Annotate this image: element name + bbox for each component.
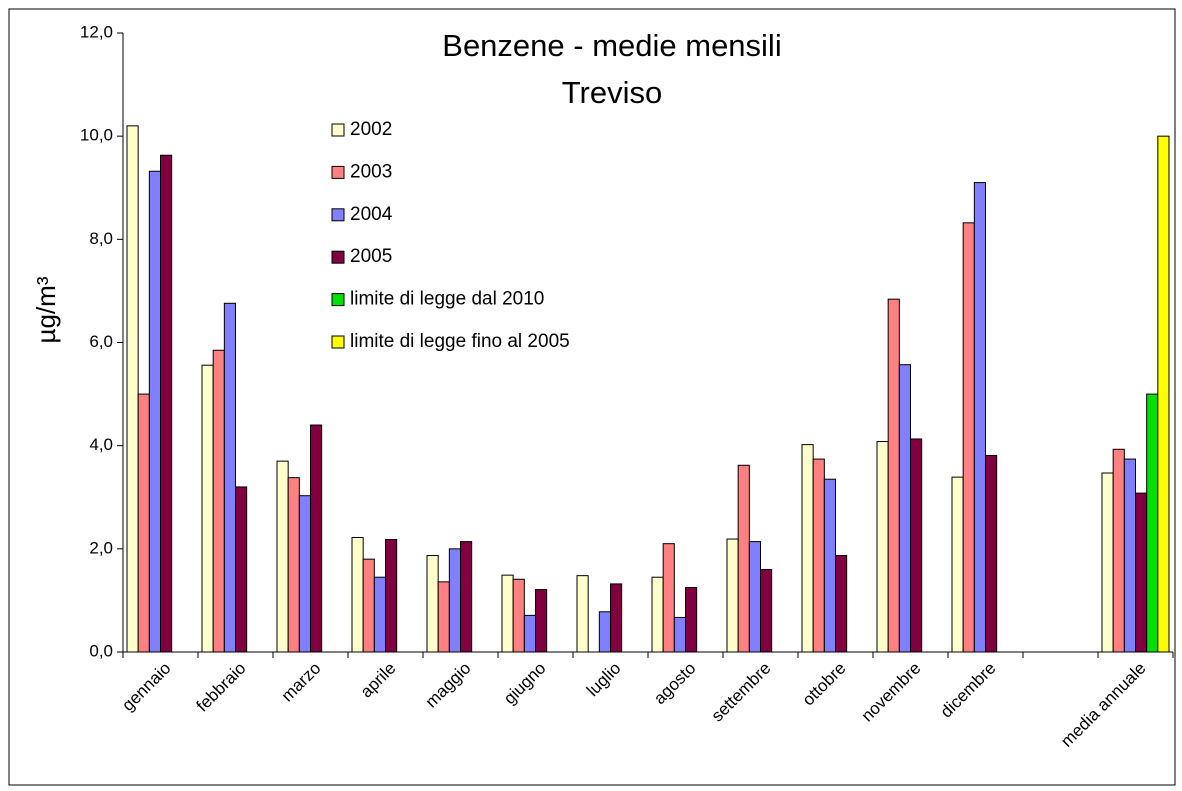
bar <box>1101 472 1114 653</box>
bar <box>910 438 923 653</box>
bar <box>373 576 387 653</box>
y-tick-label: 0,0 <box>89 641 113 660</box>
bar <box>535 589 548 653</box>
bar <box>1123 458 1137 653</box>
chart-title: Benzene - medie mensili <box>442 28 781 63</box>
bar <box>835 555 848 653</box>
bar <box>662 543 675 653</box>
bar <box>1135 492 1148 653</box>
bar <box>1146 393 1159 653</box>
bar <box>951 476 964 653</box>
legend-label: limite di legge fino al 2005 <box>350 331 570 352</box>
bar <box>385 539 398 653</box>
bar <box>212 349 225 653</box>
bar <box>598 611 611 653</box>
bar <box>287 477 300 653</box>
bar <box>726 538 739 653</box>
bar <box>1112 448 1125 653</box>
bar <box>962 222 975 653</box>
bar <box>235 486 248 653</box>
bar <box>760 568 773 653</box>
bar <box>576 575 589 653</box>
legend-label: 2003 <box>350 161 392 182</box>
legend-label: limite di legge dal 2010 <box>350 289 544 310</box>
bar <box>126 125 139 653</box>
bar <box>523 614 536 653</box>
legend-swatch <box>331 293 345 307</box>
bar <box>898 364 911 653</box>
bar <box>148 170 161 653</box>
y-tick-label: 4,0 <box>89 435 113 454</box>
bar <box>501 574 514 653</box>
bar <box>651 576 664 653</box>
bar <box>801 444 814 653</box>
legend-swatch <box>331 123 345 137</box>
legend-label: 2005 <box>350 246 392 267</box>
bar <box>437 581 450 653</box>
bar <box>610 583 623 653</box>
bar <box>876 441 889 653</box>
bar <box>223 302 236 653</box>
legend-swatch <box>331 335 345 349</box>
legend-label: 2004 <box>350 204 393 225</box>
y-tick-label: 10,0 <box>80 126 113 145</box>
bar <box>160 154 173 653</box>
bar <box>887 298 900 653</box>
bar <box>973 182 986 653</box>
bar <box>823 478 836 653</box>
bar <box>276 460 289 653</box>
chart-subtitle: Treviso <box>562 75 662 110</box>
legend-swatch <box>331 250 345 264</box>
y-tick-label: 6,0 <box>89 332 113 351</box>
bar <box>310 424 323 653</box>
legend-swatch <box>331 208 345 222</box>
bar <box>673 616 686 653</box>
bar <box>351 536 364 653</box>
bar <box>737 464 750 653</box>
legend-swatch <box>331 165 345 179</box>
bar <box>985 454 998 653</box>
bar <box>812 458 825 653</box>
y-tick-label: 12,0 <box>80 22 113 41</box>
bar <box>685 587 698 653</box>
legend-label: 2002 <box>350 119 392 140</box>
y-tick-label: 8,0 <box>89 229 113 248</box>
bar <box>426 555 439 653</box>
y-tick-label: 2,0 <box>89 538 113 557</box>
bar <box>298 495 312 653</box>
bar <box>1157 135 1170 653</box>
bar <box>460 541 473 653</box>
bar <box>362 558 375 653</box>
y-axis-label: µg/m³ <box>31 276 61 343</box>
bar <box>448 548 462 653</box>
chart-border <box>8 8 1176 786</box>
bar <box>137 393 150 653</box>
bar <box>748 541 761 653</box>
bar <box>201 364 214 653</box>
bar <box>512 578 525 653</box>
